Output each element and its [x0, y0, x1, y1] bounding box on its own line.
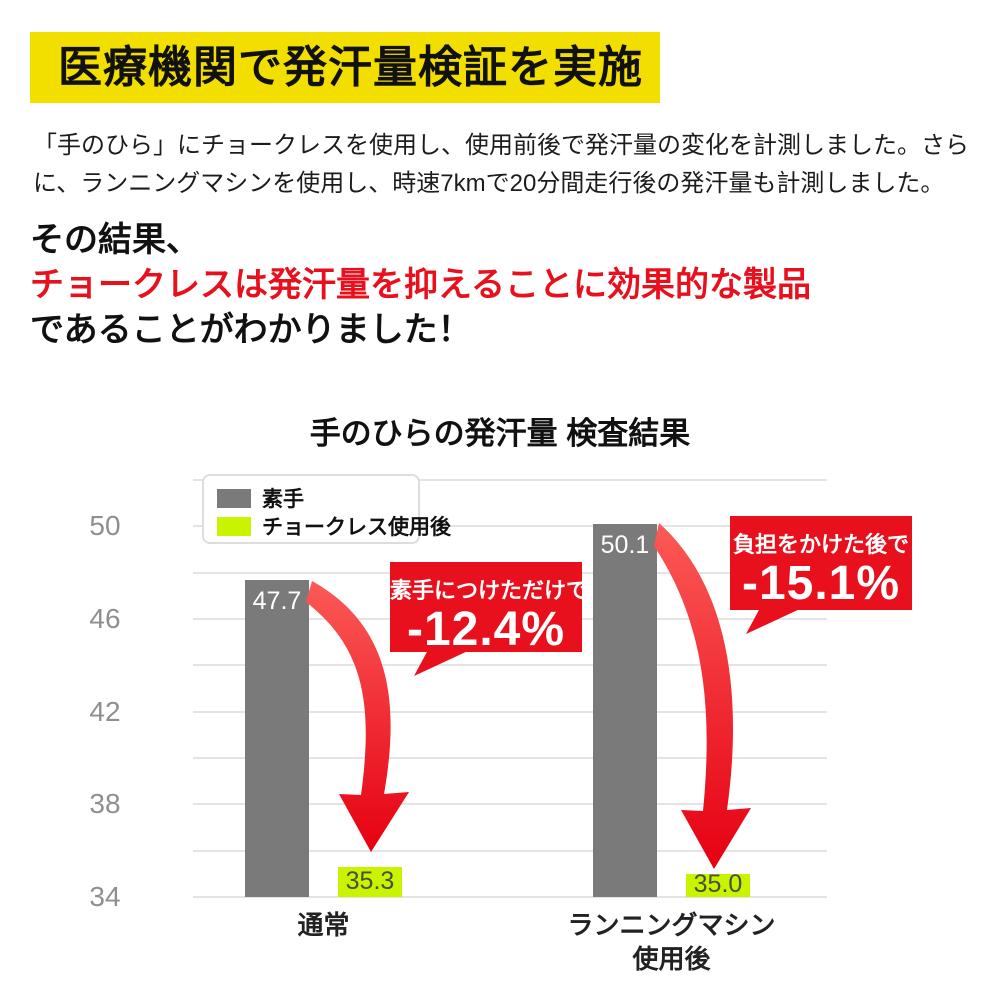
gridline: [193, 757, 827, 759]
bar-chalkless-1: 35.3: [338, 867, 402, 897]
intro-line-1: 「手のひら」にチョークレスを使用し、使用前後で発汗量の変化を計測しました。さら: [33, 132, 969, 159]
annotation-callout-1: 素手につけただけで -12.4%: [390, 562, 589, 656]
legend-swatch-gray: [217, 488, 251, 508]
legend-label: 素手: [262, 488, 304, 511]
gridline: [193, 849, 827, 852]
annotation-label: 素手につけただけで: [390, 578, 589, 603]
legend-swatch-green: [217, 516, 251, 536]
result-highlight: チョークレスは発汗量を抑えることに効果的な製品: [30, 266, 811, 304]
x-axis-category-label: ランニングマシン使用後: [567, 910, 776, 974]
y-axis-tick-label: 38: [89, 788, 121, 820]
result-line-1: その結果、: [30, 221, 200, 259]
y-axis-tick-label: 50: [89, 510, 121, 542]
annotation-label: 負担をかけた後で: [732, 532, 909, 557]
bar-bare-hands-2: 50.1: [593, 524, 657, 897]
legend-item-chalkless: チョークレス使用後: [217, 513, 451, 539]
gridline: [193, 896, 827, 898]
gridline: [193, 525, 827, 528]
annotation-callout-2: 負担をかけた後で -15.1%: [730, 516, 912, 610]
y-axis-tick-label: 34: [89, 881, 121, 912]
chart-title: 手のひらの発汗量 検査結果: [309, 416, 691, 451]
gridline: [193, 710, 827, 713]
header-banner: 医療機関で発汗量検証を実施: [30, 32, 660, 103]
bar-value-label: 35.0: [693, 870, 743, 899]
gridline: [193, 664, 827, 667]
gridline: [193, 479, 827, 481]
annotation-value: -15.1%: [741, 557, 901, 610]
annotation-value: -12.4%: [406, 603, 566, 656]
result-statement: その結果、 チョークレスは発汗量を抑えることに効果的な製品 であることがわかりま…: [30, 218, 811, 353]
y-axis-tick-label: 46: [89, 603, 121, 634]
y-axis-tick-label: 42: [89, 695, 121, 727]
page-title: 医療機関で発汗量検証を実施: [58, 43, 643, 92]
bar-bare-hands-1: 47.7: [245, 579, 309, 897]
bar-value-label: 50.1: [600, 531, 650, 560]
bar-value-label: 35.3: [345, 866, 395, 895]
legend-label: チョークレス使用後: [262, 516, 451, 539]
legend-item-bare-hands: 素手: [217, 485, 418, 511]
x-axis-category-label: 通常: [297, 910, 350, 940]
bar-value-label: 47.7: [252, 586, 302, 615]
plot-area: 47.7 50.1 35.3 35.0: [193, 479, 827, 898]
result-line-3: であることがわかりました！: [30, 311, 472, 349]
intro-line-2: に、ランニングマシンを使用し、時速7kmで20分間走行後の発汗量も計測しました。: [33, 170, 945, 197]
gridline: [193, 803, 827, 806]
bar-chalkless-2: 35.0: [686, 870, 750, 898]
intro-paragraph: 「手のひら」にチョークレスを使用し、使用前後で発汗量の変化を計測しました。さら …: [33, 127, 983, 203]
chart-legend: 素手 チョークレス使用後: [202, 474, 451, 544]
